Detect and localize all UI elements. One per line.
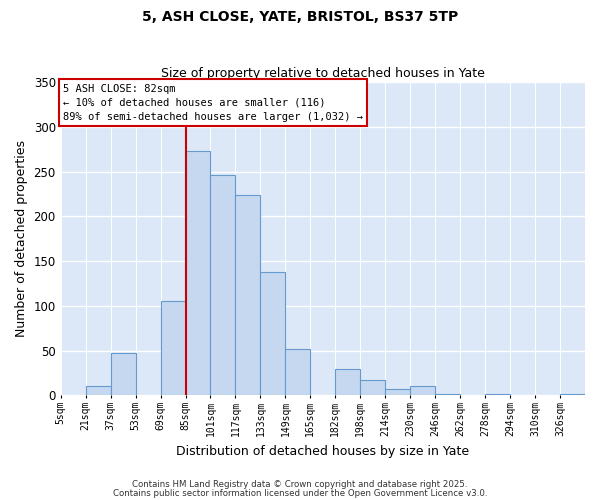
Text: 5, ASH CLOSE, YATE, BRISTOL, BS37 5TP: 5, ASH CLOSE, YATE, BRISTOL, BS37 5TP bbox=[142, 10, 458, 24]
Bar bbox=[435, 394, 460, 396]
Bar bbox=[335, 368, 360, 396]
Bar bbox=[185, 151, 211, 396]
Bar bbox=[560, 394, 585, 396]
Text: Contains public sector information licensed under the Open Government Licence v3: Contains public sector information licen… bbox=[113, 490, 487, 498]
Bar bbox=[360, 380, 385, 396]
Y-axis label: Number of detached properties: Number of detached properties bbox=[15, 140, 28, 337]
Bar bbox=[410, 386, 435, 396]
Bar bbox=[485, 394, 510, 396]
Bar bbox=[161, 302, 185, 396]
X-axis label: Distribution of detached houses by size in Yate: Distribution of detached houses by size … bbox=[176, 444, 469, 458]
Text: 5 ASH CLOSE: 82sqm
← 10% of detached houses are smaller (116)
89% of semi-detach: 5 ASH CLOSE: 82sqm ← 10% of detached hou… bbox=[63, 84, 363, 122]
Bar bbox=[110, 354, 136, 396]
Bar bbox=[235, 195, 260, 396]
Bar bbox=[211, 175, 235, 396]
Bar bbox=[286, 349, 310, 396]
Bar bbox=[385, 389, 410, 396]
Bar bbox=[260, 272, 286, 396]
Bar bbox=[86, 386, 110, 396]
Title: Size of property relative to detached houses in Yate: Size of property relative to detached ho… bbox=[161, 66, 485, 80]
Text: Contains HM Land Registry data © Crown copyright and database right 2025.: Contains HM Land Registry data © Crown c… bbox=[132, 480, 468, 489]
